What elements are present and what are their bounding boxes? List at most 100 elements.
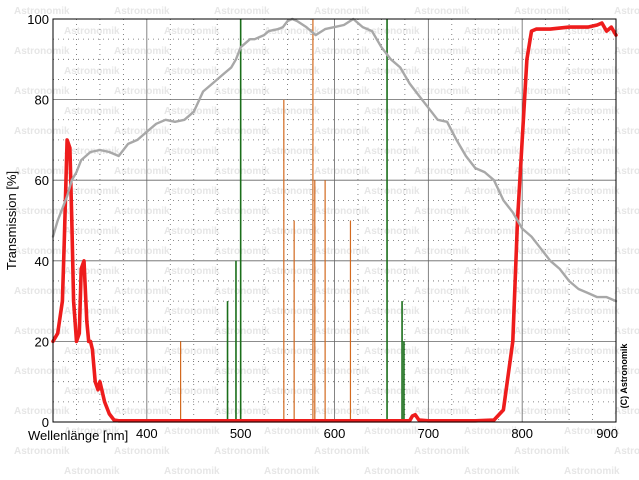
watermark-text-38: Astronomik <box>364 106 420 117</box>
watermark-text-96: Astronomik <box>564 266 620 277</box>
copyright-label: (C) Astronomik <box>619 343 629 409</box>
watermark-text-142: Astronomik <box>214 406 270 417</box>
watermark-text-6: Astronomik <box>614 6 639 17</box>
watermark-text-155: Astronomik <box>114 446 170 457</box>
watermark-text-86: Astronomik <box>214 246 270 257</box>
watermark-text-82: Astronomik <box>564 226 620 237</box>
watermark-text-115: Astronomik <box>314 326 370 337</box>
watermark-text-127: Astronomik <box>114 366 170 377</box>
watermark-text-76: Astronomik <box>614 206 639 217</box>
watermark-text-133: Astronomik <box>64 386 120 397</box>
watermark-text-7: Astronomik <box>64 26 120 37</box>
watermark-text-102: Astronomik <box>414 286 470 297</box>
watermark-text-74: Astronomik <box>414 206 470 217</box>
plot-frame <box>52 18 617 423</box>
watermark-text-40: Astronomik <box>564 106 620 117</box>
watermark-text-36: Astronomik <box>164 106 220 117</box>
watermark-text-159: Astronomik <box>514 446 570 457</box>
watermark-text-5: Astronomik <box>514 6 570 17</box>
watermark-text-26: Astronomik <box>564 66 620 77</box>
x-tick-500: 500 <box>230 426 252 441</box>
spectral-lines <box>180 19 405 422</box>
watermark-text-70: Astronomik <box>14 206 70 217</box>
watermark-text-46: Astronomik <box>414 126 470 137</box>
watermark-text-98: Astronomik <box>14 286 70 297</box>
watermark-text-28: Astronomik <box>14 86 70 97</box>
watermark-text-47: Astronomik <box>514 126 570 137</box>
watermark-text-145: Astronomik <box>514 406 570 417</box>
watermark-text-44: Astronomik <box>214 126 270 137</box>
watermark-text-134: Astronomik <box>164 386 220 397</box>
watermark-text-162: Astronomik <box>164 466 220 477</box>
watermark-text-30: Astronomik <box>214 86 270 97</box>
watermark-text-132: Astronomik <box>614 366 639 377</box>
watermark-text-138: Astronomik <box>564 386 620 397</box>
watermark-text-152: Astronomik <box>564 426 620 437</box>
watermark-text-105: Astronomik <box>64 306 120 317</box>
watermark-text-113: Astronomik <box>114 326 170 337</box>
watermark-text-4: Astronomik <box>414 6 470 17</box>
watermark-text-34: Astronomik <box>614 86 639 97</box>
watermark-text-92: Astronomik <box>164 266 220 277</box>
x-axis-label: Wellenlänge [nm] <box>28 428 128 443</box>
watermark-text-128: Astronomik <box>214 366 270 377</box>
watermark-text-131: Astronomik <box>514 366 570 377</box>
watermark-text-54: Astronomik <box>564 146 620 157</box>
watermark-text-25: Astronomik <box>464 66 520 77</box>
watermark-text-61: Astronomik <box>514 166 570 177</box>
watermark-text-154: Astronomik <box>14 446 70 457</box>
watermark-text-93: Astronomik <box>264 266 320 277</box>
watermark-text-75: Astronomik <box>514 206 570 217</box>
x-tick-400: 400 <box>136 426 158 441</box>
watermark-text-110: Astronomik <box>564 306 620 317</box>
watermark-text-24: Astronomik <box>364 66 420 77</box>
watermark-text-116: Astronomik <box>414 326 470 337</box>
watermark-text-45: Astronomik <box>314 126 370 137</box>
watermark-text-165: Astronomik <box>464 466 520 477</box>
watermark-text-51: Astronomik <box>264 146 320 157</box>
watermark-text-122: Astronomik <box>364 346 420 357</box>
series-layer <box>51 17 618 423</box>
watermark-text-32: Astronomik <box>414 86 470 97</box>
watermark-text-107: Astronomik <box>264 306 320 317</box>
y-axis-label: Transmission [%] <box>4 171 19 270</box>
watermark-text-100: Astronomik <box>214 286 270 297</box>
watermark-text-3: Astronomik <box>314 6 370 17</box>
watermark-text-67: Astronomik <box>464 186 520 197</box>
watermark-text-156: Astronomik <box>214 446 270 457</box>
watermark-text-129: Astronomik <box>314 366 370 377</box>
watermark-text-19: Astronomik <box>514 46 570 57</box>
watermark-text-90: Astronomik <box>614 246 639 257</box>
watermark-text-58: Astronomik <box>214 166 270 177</box>
watermark-text-39: Astronomik <box>464 106 520 117</box>
watermark-text-101: Astronomik <box>314 286 370 297</box>
watermark-text-33: Astronomik <box>514 86 570 97</box>
watermark-text-66: Astronomik <box>364 186 420 197</box>
watermark-text-87: Astronomik <box>314 246 370 257</box>
watermark-text-72: Astronomik <box>214 206 270 217</box>
watermark-text-57: Astronomik <box>114 166 170 177</box>
watermark-text-166: Astronomik <box>564 466 620 477</box>
watermark-text-124: Astronomik <box>564 346 620 357</box>
watermark-text-126: Astronomik <box>14 366 70 377</box>
watermark-text-94: Astronomik <box>364 266 420 277</box>
watermark-text-144: Astronomik <box>414 406 470 417</box>
watermark-text-147: Astronomik <box>64 426 120 437</box>
watermark-text-53: Astronomik <box>464 146 520 157</box>
watermark-text-151: Astronomik <box>464 426 520 437</box>
watermark-text-150: Astronomik <box>364 426 420 437</box>
watermark-text-21: Astronomik <box>64 66 120 77</box>
watermark-text-85: Astronomik <box>114 246 170 257</box>
watermark-text-42: Astronomik <box>14 126 70 137</box>
watermark-text-161: Astronomik <box>64 466 120 477</box>
watermark-text-112: Astronomik <box>14 326 70 337</box>
watermark-text-143: Astronomik <box>314 406 370 417</box>
watermark-text-141: Astronomik <box>114 406 170 417</box>
watermark-text-120: Astronomik <box>164 346 220 357</box>
watermark-text-104: Astronomik <box>614 286 639 297</box>
watermark-text-0: Astronomik <box>14 6 70 17</box>
watermark-text-60: Astronomik <box>414 166 470 177</box>
watermark-text-164: Astronomik <box>364 466 420 477</box>
watermark-text-11: Astronomik <box>464 26 520 37</box>
tick-labels: 0 20 40 60 80 100 400 500 600 700 800 900 <box>27 12 618 441</box>
